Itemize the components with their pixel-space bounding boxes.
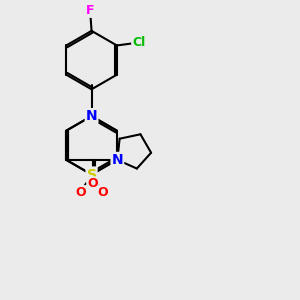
Text: S: S <box>87 167 97 182</box>
Text: F: F <box>86 4 94 17</box>
Text: Cl: Cl <box>132 36 146 49</box>
Text: O: O <box>87 177 98 190</box>
Text: N: N <box>86 109 98 123</box>
Text: O: O <box>75 186 86 199</box>
Text: O: O <box>98 186 108 199</box>
Text: N: N <box>112 153 123 167</box>
